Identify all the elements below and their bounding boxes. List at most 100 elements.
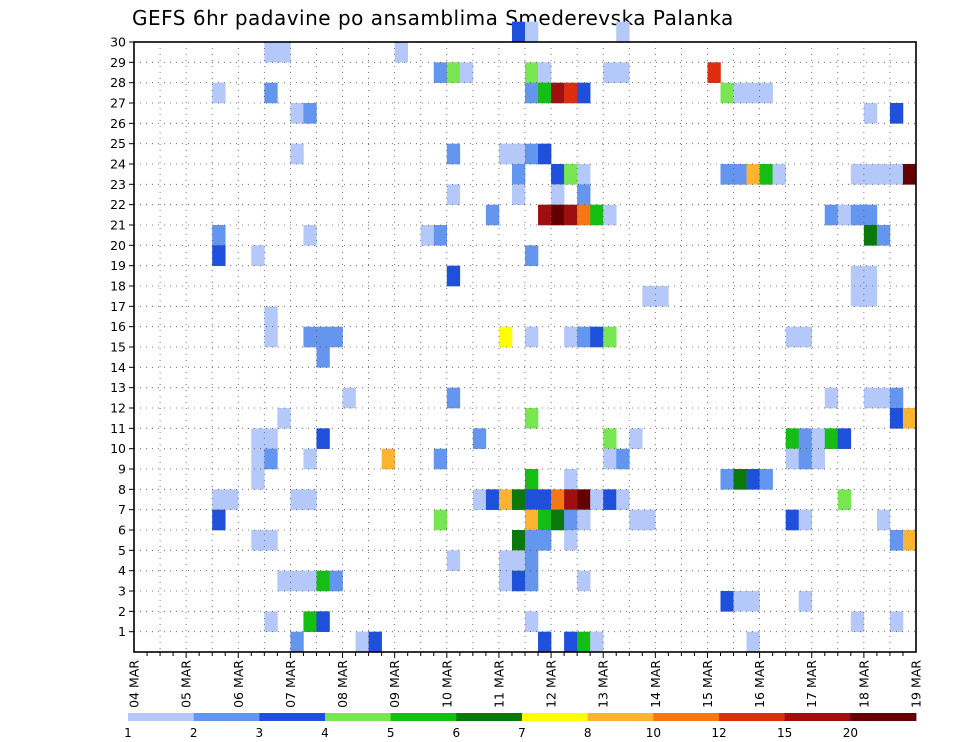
y-tick-label: 11 [110, 421, 126, 436]
precip-cell [863, 387, 878, 409]
precip-cell [889, 164, 904, 185]
precip-cell [394, 42, 408, 63]
precip-cell [446, 550, 461, 571]
precip-cell [824, 204, 839, 226]
precip-cell [511, 184, 526, 205]
precip-cell [772, 164, 786, 185]
precip-cell [525, 611, 539, 632]
precip-cell [655, 286, 669, 307]
precip-cell [251, 530, 265, 551]
x-tick-label: 04 MAR [127, 660, 142, 708]
precip-cell [824, 387, 839, 409]
y-tick-label: 1 [118, 624, 126, 639]
colorbar-label: 12 [711, 726, 726, 740]
precip-cell [525, 469, 539, 490]
precip-cell [798, 509, 813, 531]
precip-cell [746, 82, 760, 104]
precip-cell [316, 347, 330, 368]
precip-cell [212, 489, 226, 510]
precip-cell [446, 143, 461, 165]
colorbar-label: 8 [584, 726, 592, 740]
precip-cell [433, 225, 448, 246]
precip-cell [329, 570, 343, 592]
precip-cell [538, 204, 552, 226]
precip-cell [264, 428, 278, 449]
y-tick-label: 7 [118, 502, 126, 517]
precip-cell [603, 204, 617, 226]
colorbar-swatch [456, 713, 523, 721]
precip-cell [564, 82, 578, 104]
precip-cell [889, 611, 904, 632]
precip-cell [733, 164, 747, 185]
precip-cell [551, 184, 565, 205]
precip-cell [850, 286, 865, 307]
precip-cell [251, 448, 265, 470]
precip-cell [525, 82, 539, 104]
y-tick-label: 12 [110, 401, 126, 416]
y-tick-label: 30 [110, 35, 126, 50]
precip-cell [459, 62, 474, 83]
y-tick-label: 13 [110, 380, 126, 395]
y-tick-label: 17 [110, 299, 126, 314]
precip-cell [433, 509, 448, 531]
precip-cell [368, 631, 382, 653]
precip-cell [616, 21, 630, 43]
precip-cell [472, 428, 487, 449]
precip-cell [264, 530, 278, 551]
precip-cell [264, 611, 278, 632]
precip-cell [863, 225, 878, 246]
precip-cell [525, 509, 539, 531]
x-tick-label: 06 MAR [231, 660, 246, 708]
precip-cell [525, 550, 539, 571]
y-tick-label: 26 [110, 116, 126, 131]
precip-cell [785, 509, 799, 531]
precip-cell [759, 82, 773, 104]
precip-cell [303, 611, 317, 632]
colorbar-swatch [850, 713, 917, 721]
colorbar-label: 15 [777, 726, 792, 740]
precip-cell [785, 326, 799, 348]
precip-cell [577, 509, 591, 531]
precip-cell [824, 428, 839, 449]
precip-cell [850, 164, 865, 185]
precip-cell [251, 245, 265, 266]
precip-cell [863, 103, 878, 124]
precip-cell [525, 489, 539, 510]
precip-cell [290, 631, 304, 653]
x-tick-label: 08 MAR [335, 660, 350, 708]
colorbar-label: 10 [646, 726, 661, 740]
cells-layer [212, 21, 917, 653]
x-tick-label: 15 MAR [700, 660, 715, 708]
precip-cell [603, 428, 617, 449]
x-tick-label: 17 MAR [804, 660, 819, 708]
precip-cell [642, 286, 656, 307]
colorbar-swatch [719, 713, 786, 721]
precip-cell [290, 143, 304, 165]
precip-cell [303, 448, 317, 470]
precip-cell [264, 42, 278, 63]
precip-cell [511, 530, 526, 551]
precip-cell [746, 469, 760, 490]
precip-cell [538, 631, 552, 653]
precip-cell [225, 489, 239, 510]
precip-cell [212, 82, 226, 104]
precip-cell [577, 204, 591, 226]
y-tick-label: 16 [110, 319, 126, 334]
y-tick-label: 29 [110, 55, 126, 70]
colorbar-swatch [784, 713, 851, 721]
precip-cell [876, 164, 891, 185]
y-tick-label: 27 [110, 96, 126, 111]
precip-cell [811, 448, 826, 470]
precip-cell [538, 62, 552, 83]
precip-cell [551, 164, 565, 185]
precip-cell [902, 408, 917, 429]
x-tick-label: 14 MAR [648, 660, 663, 708]
precip-cell [720, 469, 734, 490]
precip-cell [603, 448, 617, 470]
precip-cell [616, 489, 630, 510]
x-tick-label: 10 MAR [439, 660, 454, 708]
precip-cell [433, 62, 448, 83]
precip-cell [290, 103, 304, 124]
precip-cell [863, 204, 878, 226]
y-tick-label: 2 [118, 604, 126, 619]
